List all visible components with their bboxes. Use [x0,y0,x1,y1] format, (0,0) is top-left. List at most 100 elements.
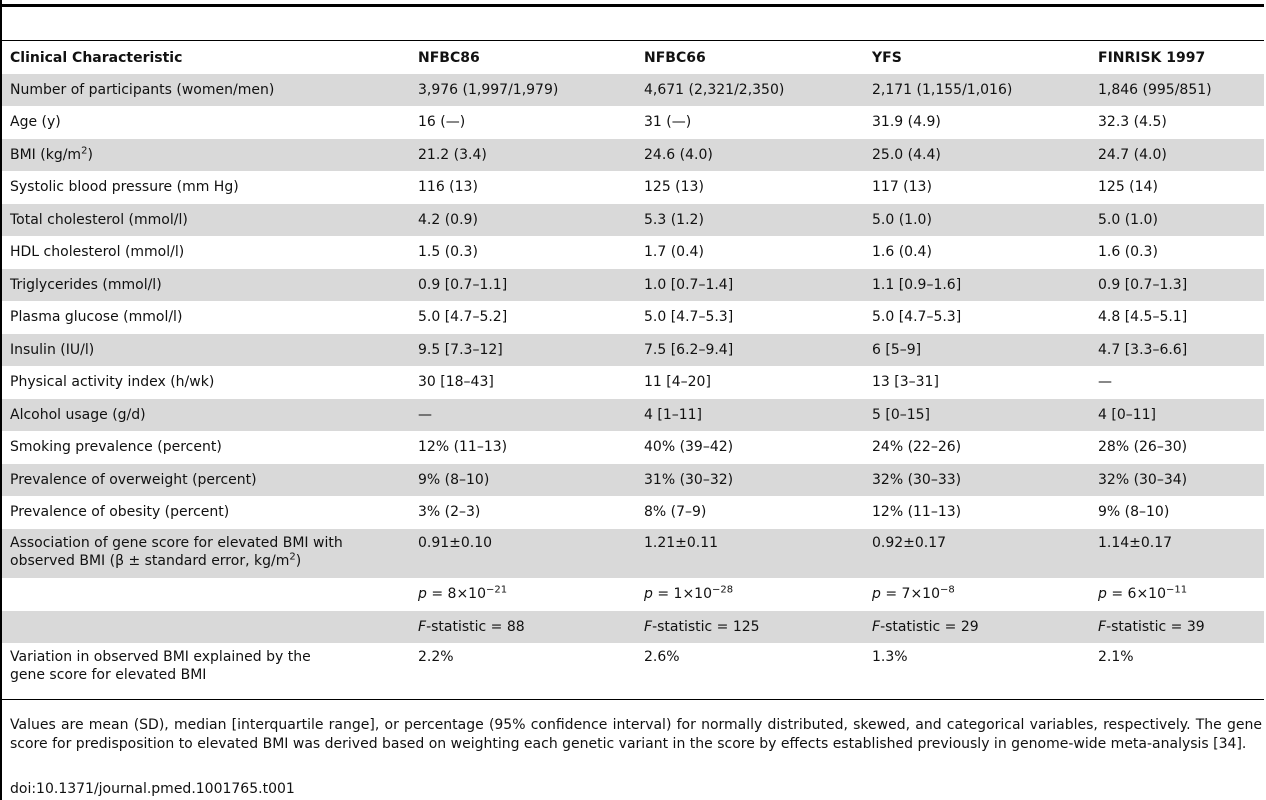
table-cell: 1.0 [0.7–1.4] [636,268,864,301]
table-cell: 32% (30–33) [864,463,1090,496]
row-label-line: observed BMI (β ± standard error, kg/m [10,553,290,569]
table-cell: 4.8 [4.5–5.1] [1098,309,1188,325]
clinical-characteristics-table: Clinical Characteristic NFBC86 NFBC66 YF… [2,42,1264,692]
table-cell: — [410,398,636,431]
f-value: 88 [506,619,525,635]
table-cell: — [1098,374,1112,390]
table-cell: 1.6 (0.4) [872,244,932,260]
equals: = [1106,586,1128,602]
f-symbol: F [1098,619,1107,635]
p-mantissa: 1×10 [673,586,712,602]
table-cell: F-statistic = 125 [636,610,864,643]
table-cell: 1.21±0.11 [636,528,864,578]
table-cell: 0.91±0.10 [410,528,636,578]
table-cell: 31.9 (4.9) [872,114,941,130]
table-cell: 40% (39–42) [644,439,734,455]
table-cell: 5.0 [4.7–5.2] [418,309,508,325]
row-label: Insulin (IU/l) [2,333,410,366]
doi-text: doi:10.1371/journal.pmed.1001765.t001 [10,781,295,797]
header-cell: FINRISK 1997 [1098,50,1206,66]
table-cell: 3% (2–3) [418,504,481,520]
table-cell: 9% (8–10) [410,463,636,496]
table-cell: 16 (—) [418,114,466,130]
p-mantissa: 7×10 [901,586,940,602]
f-label: -statistic = [652,619,733,635]
table-cell: 30 [18–43] [418,374,494,390]
f-label: -statistic = [426,619,507,635]
table-row: Prevalence of obesity (percent) 3% (2–3)… [2,496,1264,529]
f-label: -statistic = [1106,619,1187,635]
row-label [2,610,410,643]
table-cell: 5.0 [4.7–5.3] [644,309,734,325]
row-label: Plasma glucose (mmol/l) [10,309,183,325]
table-row: Triglycerides (mmol/l) 0.9 [0.7–1.1] 1.0… [2,268,1264,301]
row-label: Total cholesterol (mmol/l) [2,203,410,236]
table-cell: 32.3 (4.5) [1098,114,1167,130]
table-cell: p = 7×10−8 [864,578,1090,611]
superscript: 2 [289,551,296,563]
row-label: Prevalence of overweight (percent) [2,463,410,496]
table-row: Physical activity index (h/wk) 30 [18–43… [2,366,1264,399]
table-footnote: Values are mean (SD), median [interquart… [10,717,1262,752]
table-cell: 4 [1–11] [636,398,864,431]
row-label: Alcohol usage (g/d) [2,398,410,431]
table-cell: 9% (8–10) [1098,504,1170,520]
table-cell: 5.0 (1.0) [864,203,1090,236]
table-cell: 2.2% [418,649,454,665]
p-mantissa: 8×10 [447,586,486,602]
table-cell: 4.2 (0.9) [410,203,636,236]
table-cell: 5.0 [4.7–5.3] [872,309,962,325]
p-exponent: −11 [1165,584,1188,596]
table-cell: 4.7 [3.3–6.6] [1090,333,1264,366]
table-cell: 0.92±0.17 [864,528,1090,578]
row-label: Number of participants (women/men) [2,74,410,106]
table-row: Insulin (IU/l) 9.5 [7.3–12] 7.5 [6.2–9.4… [2,333,1264,366]
f-value: 39 [1186,619,1205,635]
table-cell: 0.9 [0.7–1.1] [410,268,636,301]
equals: = [880,586,902,602]
row-label: Triglycerides (mmol/l) [2,268,410,301]
p-mantissa: 6×10 [1127,586,1166,602]
table-cell: 117 (13) [872,179,932,195]
table-cell: p = 1×10−28 [636,578,864,611]
row-label-close: ) [87,147,93,163]
table-cell: 25.0 (4.4) [864,138,1090,171]
table-cell: p = 6×10−11 [1090,578,1264,611]
table-cell: 2,171 (1,155/1,016) [864,74,1090,106]
table-cell: F-statistic = 88 [410,610,636,643]
p-symbol: p [872,586,881,602]
table-row: Plasma glucose (mmol/l) 5.0 [4.7–5.2] 5.… [2,301,1264,334]
f-symbol: F [418,619,427,635]
table-bottom-rule [2,699,1264,700]
table-cell: 31% (30–32) [636,463,864,496]
table-cell: 32% (30–34) [1090,463,1264,496]
row-label: Smoking prevalence (percent) [10,439,222,455]
row-label: Association of gene score for elevated B… [2,528,410,578]
table-cell: 6 [5–9] [864,333,1090,366]
p-exponent: −8 [939,584,955,596]
row-label: Age (y) [10,114,61,130]
left-border [0,0,2,800]
f-symbol: F [644,619,653,635]
table-cell: F-statistic = 39 [1090,610,1264,643]
table-row: Systolic blood pressure (mm Hg) 116 (13)… [2,171,1264,204]
header-top-rule [2,40,1264,41]
table-row: BMI (kg/m2) 21.2 (3.4) 24.6 (4.0) 25.0 (… [2,138,1264,171]
table-cell: 28% (26–30) [1098,439,1188,455]
table-cell: 8% (7–9) [644,504,707,520]
equals: = [426,586,448,602]
row-label: HDL cholesterol (mmol/l) [10,244,185,260]
p-symbol: p [1098,586,1107,602]
superscript: 2 [81,145,88,157]
row-label-line: gene score for elevated BMI [10,667,207,683]
row-label: Prevalence of obesity (percent) [10,504,230,520]
table-cell: 2.6% [644,649,680,665]
table-cell: 2.1% [1098,649,1134,665]
table-row-fstat: F-statistic = 88 F-statistic = 125 F-sta… [2,610,1264,643]
table-row: HDL cholesterol (mmol/l) 1.5 (0.3) 1.7 (… [2,236,1264,269]
table-row: Smoking prevalence (percent) 12% (11–13)… [2,431,1264,464]
p-symbol: p [418,586,427,602]
table-cell: 3,976 (1,997/1,979) [410,74,636,106]
table-cell: p = 8×10−21 [410,578,636,611]
